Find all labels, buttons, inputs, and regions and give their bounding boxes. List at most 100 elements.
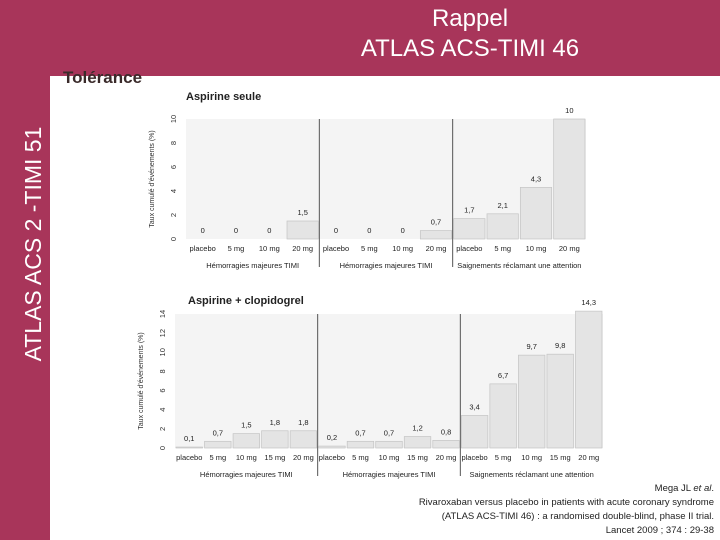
data-label: 0: [267, 226, 271, 235]
bar: [346, 440, 375, 449]
x-tick-label: placebo: [456, 244, 482, 253]
y-tick-label: 6: [169, 165, 178, 169]
x-tick-label: 20 mg: [293, 453, 314, 462]
x-tick-label: 10 mg: [526, 244, 547, 253]
citation-journal: Lancet 2009 ; 374 : 29-38: [605, 525, 714, 536]
x-tick-label: placebo: [323, 244, 349, 253]
bar: [546, 353, 574, 449]
bar: [232, 433, 260, 449]
bar: [518, 354, 546, 449]
x-tick-label: placebo: [461, 453, 487, 462]
data-label: 0,2: [327, 433, 337, 442]
y-tick-label: 0: [169, 237, 178, 241]
page-title-line-2: ATLAS ACS-TIMI 46: [360, 35, 580, 62]
data-label: 0: [234, 226, 238, 235]
citation-author-suffix: .: [711, 483, 714, 494]
data-label: 1,5: [297, 208, 307, 217]
x-tick-label: 20 mg: [559, 244, 580, 253]
data-label: 0: [334, 226, 338, 235]
data-label: 1,7: [464, 206, 474, 215]
data-label: 1,2: [412, 424, 422, 433]
x-tick-label: placebo: [176, 453, 202, 462]
x-tick-label: placebo: [190, 244, 216, 253]
group-label: Hémorragies majeures TIMI: [340, 261, 433, 270]
y-tick-label: 10: [158, 348, 167, 356]
x-tick-label: 10 mg: [521, 453, 542, 462]
x-tick-label: 5 mg: [352, 453, 369, 462]
page-title: Rappel ATLAS ACS-TIMI 46: [300, 4, 640, 64]
section-heading: Tolérance: [63, 68, 143, 87]
y-tick-label: 6: [158, 388, 167, 392]
bar: [489, 383, 517, 449]
x-tick-label: 10 mg: [259, 244, 280, 253]
bar: [375, 440, 403, 449]
chart-title: Aspirine seule: [186, 91, 261, 103]
citation: Mega JL et al. Rivaroxaban versus placeb…: [294, 482, 714, 538]
data-label: 0,7: [213, 428, 223, 437]
data-label: 2,1: [497, 201, 507, 210]
data-label: 9,7: [526, 342, 536, 351]
chart-title: Aspirine + clopidogrel: [188, 295, 304, 307]
x-tick-label: 5 mg: [209, 453, 226, 462]
y-tick-label: 10: [169, 115, 178, 123]
x-tick-label: 20 mg: [578, 453, 599, 462]
data-label: 0: [401, 226, 405, 235]
data-label: 1,8: [270, 418, 280, 427]
group-label: Saignements réclamant une attention: [470, 470, 594, 479]
y-tick-label: 8: [158, 369, 167, 373]
bar: [286, 220, 319, 240]
bar: [486, 213, 519, 240]
bar: [318, 445, 346, 449]
y-tick-label: 4: [158, 408, 167, 412]
data-label: 6,7: [498, 371, 508, 380]
data-label: 1,8: [298, 418, 308, 427]
data-label: 0,1: [184, 434, 194, 443]
x-tick-label: 10 mg: [392, 244, 413, 253]
x-tick-label: 10 mg: [236, 453, 257, 462]
y-axis-label: Taux cumulé d'événements (%): [138, 332, 145, 429]
title-band: [0, 0, 720, 76]
data-label: 0,8: [441, 427, 451, 436]
data-label: 3,4: [469, 402, 479, 411]
x-tick-label: placebo: [319, 453, 345, 462]
group-label: Hémorragies majeures TIMI: [343, 470, 436, 479]
y-tick-label: 2: [158, 427, 167, 431]
y-tick-label: 14: [158, 310, 167, 318]
side-band: [0, 0, 50, 540]
bar: [204, 440, 232, 449]
x-tick-label: 5 mg: [495, 453, 512, 462]
citation-trial: (ATLAS ACS-TIMI 46) : a randomised doubl…: [441, 511, 714, 522]
bar: [419, 230, 453, 240]
x-tick-label: 20 mg: [436, 453, 457, 462]
x-tick-label: 15 mg: [550, 453, 571, 462]
group-label: Hémorragies majeures TIMI: [200, 470, 293, 479]
citation-etal: et al: [693, 483, 712, 494]
x-tick-label: 5 mg: [361, 244, 378, 253]
bar: [553, 118, 586, 240]
bar: [403, 436, 432, 449]
data-label: 0,7: [431, 218, 441, 227]
y-tick-label: 12: [158, 329, 167, 337]
x-tick-label: 20 mg: [426, 244, 447, 253]
data-label: 0: [201, 226, 205, 235]
page-title-line-1: Rappel: [431, 5, 509, 32]
data-label: 10: [565, 106, 573, 115]
x-tick-label: 5 mg: [494, 244, 511, 253]
group-label: Hémorragies majeures TIMI: [206, 261, 299, 270]
y-tick-label: 2: [169, 213, 178, 217]
citation-title: Rivaroxaban versus placebo in patients w…: [418, 497, 714, 508]
y-tick-label: 8: [169, 141, 178, 145]
bar: [575, 310, 603, 449]
y-tick-label: 0: [158, 446, 167, 450]
bar: [432, 439, 460, 449]
data-label: 0,7: [384, 428, 394, 437]
x-tick-label: 10 mg: [379, 453, 400, 462]
plot-area: [186, 119, 586, 239]
x-tick-label: 20 mg: [292, 244, 313, 253]
y-axis-label: Taux cumulé d'événements (%): [149, 130, 156, 227]
citation-author-name: Mega JL: [654, 483, 694, 494]
citation-author: Mega JL et al.: [294, 482, 714, 496]
data-label: 0,7: [355, 428, 365, 437]
x-tick-label: 15 mg: [264, 453, 285, 462]
